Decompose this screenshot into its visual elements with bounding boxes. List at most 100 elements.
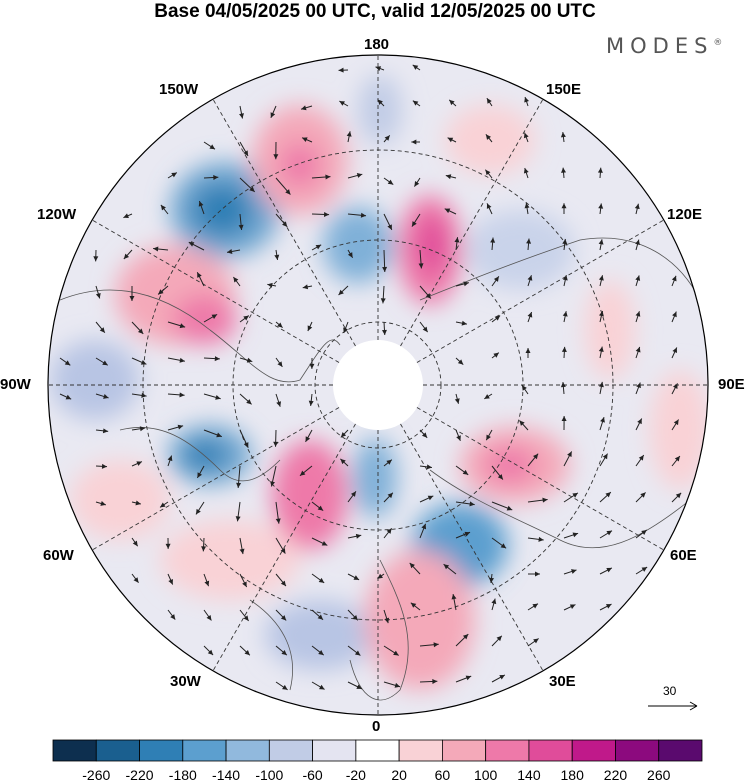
wind-arrow — [635, 454, 645, 467]
wind-arrow — [490, 237, 496, 251]
colorbar-tick-label: -100 — [255, 767, 283, 783]
wind-arrow — [95, 501, 106, 506]
wind-arrow — [59, 393, 72, 400]
wind-arrow — [275, 213, 288, 228]
wind-arrow — [381, 321, 387, 336]
wind-arrow — [443, 563, 457, 575]
wind-arrow — [523, 167, 529, 179]
wind-arrow — [411, 213, 421, 227]
wind-arrow — [454, 393, 460, 404]
wind-arrow — [599, 491, 612, 503]
colorbar-tick-label: 60 — [435, 767, 451, 783]
wind-vectors — [59, 64, 682, 691]
wind-arrow — [232, 276, 241, 287]
colorbar-swatch — [182, 739, 227, 762]
wind-arrow — [275, 537, 286, 554]
wind-arrow — [131, 426, 146, 432]
wind-arrow — [239, 645, 251, 656]
wind-arrow — [203, 313, 218, 323]
wind-arrow — [196, 465, 205, 479]
wind-arrow — [203, 609, 212, 621]
colorbar-swatch — [225, 739, 270, 762]
wind-arrow — [599, 603, 612, 611]
meridians — [48, 55, 708, 715]
colorbar-tick-label: -180 — [169, 767, 197, 783]
wind-arrow — [347, 491, 357, 503]
wind-arrow — [302, 284, 313, 290]
wind-arrow — [131, 321, 144, 335]
colorbar-swatch — [355, 739, 400, 762]
wind-arrow — [239, 315, 250, 323]
lon-label-90w: 90W — [0, 376, 31, 393]
wind-arrow — [671, 275, 677, 287]
wind-arrow — [308, 393, 314, 406]
map-disk — [48, 55, 708, 715]
colorbar: -260 -220 -180 -140 -100 -60 -20 20 60 100 140 180 2… — [52, 739, 703, 783]
wind-arrow — [598, 203, 604, 215]
wind-arrow — [635, 566, 648, 575]
wind-arrow — [93, 249, 99, 262]
wind-arrow — [275, 393, 282, 407]
wind-arrow — [491, 315, 501, 323]
meridian-line — [416, 407, 665, 551]
wind-arrow — [273, 141, 279, 160]
wind-arrow — [95, 357, 109, 366]
wind-arrow — [305, 429, 313, 443]
wind-arrow — [131, 357, 147, 365]
wind-arrow — [525, 347, 531, 359]
wind-arrow — [527, 453, 539, 467]
wind-arrow — [203, 429, 222, 438]
wind-arrow — [419, 523, 427, 539]
wind-arrow — [419, 642, 439, 648]
colorbar-tick-label: 220 — [604, 767, 628, 783]
wind-arrow — [491, 674, 506, 683]
colorbar-tick-label: -140 — [212, 767, 240, 783]
wind-arrow — [167, 321, 186, 329]
wind-arrow — [311, 244, 322, 251]
wind-arrow — [167, 455, 173, 467]
wind-arrow — [491, 537, 507, 549]
meridian-line — [212, 98, 356, 347]
wind-arrow — [275, 609, 287, 621]
wind-arrow — [274, 249, 280, 261]
wind-arrow — [455, 501, 475, 507]
wind-arrow — [131, 500, 141, 506]
wind-arrow — [275, 321, 283, 328]
wind-arrow — [521, 384, 529, 395]
wind-arrow — [347, 173, 363, 179]
wind-arrow — [95, 428, 109, 434]
colorbar-swatch — [615, 739, 660, 762]
wind-arrow — [635, 311, 641, 323]
wind-arrow — [491, 465, 504, 480]
wind-arrow — [383, 492, 394, 503]
wind-arrow — [167, 392, 185, 398]
wind-arrow — [239, 393, 252, 405]
wind-arrow — [598, 310, 604, 323]
wind-arrow — [635, 382, 641, 395]
wind-arrow — [311, 681, 325, 690]
registered-mark: ® — [713, 38, 723, 48]
polar-map — [47, 54, 709, 716]
wind-arrow — [267, 282, 277, 288]
wind-arrow — [203, 393, 221, 400]
wind-arrow — [383, 135, 391, 143]
meridian-line — [212, 423, 356, 672]
wind-arrow — [561, 167, 567, 179]
wind-arrow — [160, 204, 169, 215]
wind-arrow — [455, 675, 472, 683]
reference-vector-label: 30 — [663, 684, 677, 698]
colorbar-tick-label: 140 — [517, 767, 541, 783]
wind-arrow — [486, 203, 493, 215]
lon-label-150w: 150W — [159, 81, 199, 98]
wind-arrow — [239, 609, 250, 622]
wind-arrow — [95, 463, 108, 469]
meridian-line — [400, 98, 544, 347]
wind-arrow — [307, 321, 313, 332]
wind-arrow — [527, 638, 539, 647]
colorbar-tick-label: -260 — [82, 767, 110, 783]
wind-arrow — [270, 105, 277, 119]
wind-arrow — [383, 459, 393, 467]
wind-arrow — [410, 602, 421, 611]
wind-arrow — [201, 537, 207, 552]
colorbar-swatch — [95, 739, 140, 762]
